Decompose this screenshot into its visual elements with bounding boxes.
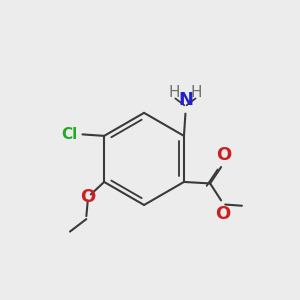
Text: O: O xyxy=(216,146,231,164)
Text: H: H xyxy=(191,85,202,100)
Text: H: H xyxy=(168,85,180,100)
Text: O: O xyxy=(80,188,95,206)
Text: O: O xyxy=(216,205,231,223)
Text: N: N xyxy=(178,91,193,109)
Text: Cl: Cl xyxy=(61,127,77,142)
